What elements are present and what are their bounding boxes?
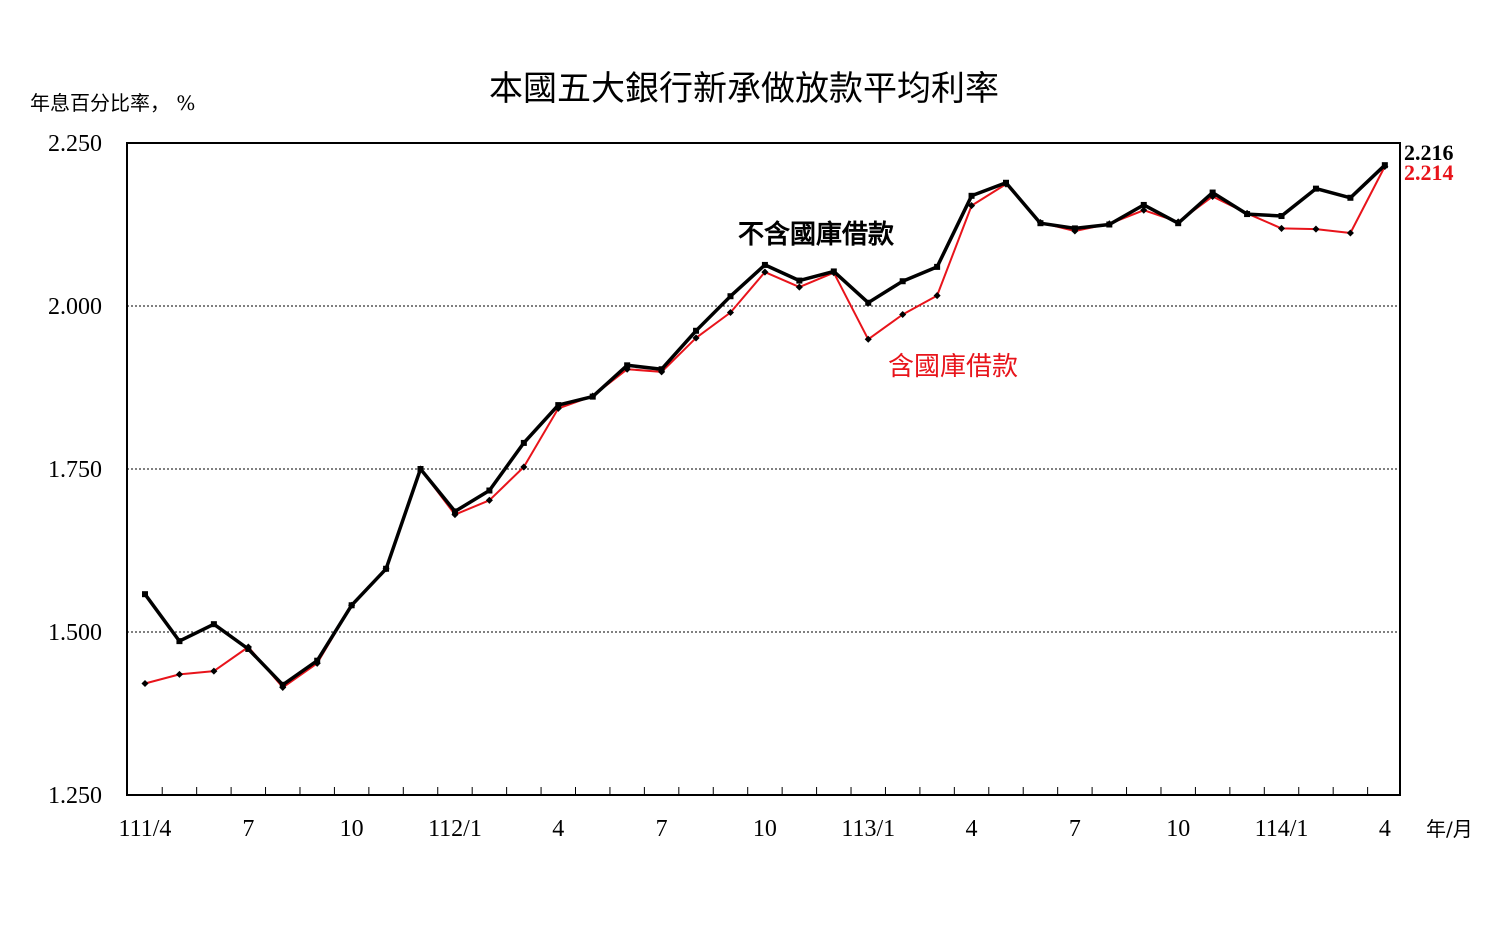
data-point: [1209, 189, 1216, 196]
end-value-including-treasury: 2.214: [1404, 160, 1454, 185]
data-point: [934, 263, 941, 270]
x-tick-label: 7: [242, 816, 254, 842]
data-point: [1140, 201, 1147, 208]
data-point: [693, 327, 700, 334]
data-point: [1071, 225, 1078, 232]
data-point: [795, 283, 803, 291]
x-tick-label: 10: [1166, 816, 1190, 842]
series-label-including-treasury: 含國庫借款: [888, 352, 1018, 382]
x-tick-label: 111/4: [119, 816, 172, 842]
data-point: [933, 292, 941, 300]
data-point: [520, 463, 528, 471]
data-point: [555, 402, 562, 409]
data-point: [1381, 162, 1388, 169]
data-point: [761, 261, 768, 268]
data-point: [417, 466, 424, 472]
chart-title: 本國五大銀行新承做放款平均利率: [489, 69, 999, 109]
data-point: [899, 278, 906, 285]
series-label-excluding-treasury: 不含國庫借款: [738, 219, 895, 250]
data-point: [726, 308, 735, 317]
data-point: [142, 591, 148, 598]
y-tick-label: 1.250: [48, 783, 102, 809]
data-point: [727, 293, 734, 300]
x-axis-label: 年/月: [1426, 817, 1473, 841]
data-point: [899, 310, 907, 319]
data-point: [624, 362, 631, 369]
data-point: [864, 335, 872, 343]
data-point: [451, 508, 458, 515]
y-axis-label: 年息百分比率， %: [30, 91, 195, 115]
data-point: [210, 621, 217, 628]
data-point: [141, 679, 149, 688]
data-point: [692, 334, 700, 342]
x-tick-label: 4: [966, 816, 978, 842]
data-point: [589, 393, 596, 400]
y-tick-label: 1.500: [48, 620, 102, 646]
data-point: [176, 638, 183, 645]
data-point: [761, 268, 769, 276]
data-point: [1278, 213, 1285, 220]
x-tick-label: 10: [753, 816, 777, 842]
series-group: [141, 162, 1389, 691]
data-point: [1347, 194, 1354, 201]
gridlines: [127, 305, 1400, 633]
data-point: [1312, 185, 1319, 192]
x-tick-label: 4: [552, 816, 564, 842]
data-point: [245, 645, 252, 652]
y-tick-labels: 2.250 2.000 1.750 1.500 1.250: [48, 131, 102, 809]
y-tick-label: 1.750: [48, 457, 102, 483]
data-point: [383, 565, 390, 572]
data-point: [486, 487, 493, 494]
data-point: [520, 439, 527, 446]
x-tick-label: 114/1: [1255, 816, 1309, 842]
x-tick-marks: [161, 787, 1369, 795]
data-point: [1003, 179, 1009, 186]
data-point: [796, 277, 803, 284]
x-tick-label: 7: [1069, 816, 1081, 842]
data-point: [348, 602, 355, 609]
x-tick-label: 7: [656, 816, 668, 842]
y-tick-label: 2.250: [48, 131, 102, 157]
x-tick-labels: 111/4 7 10 112/1 4 7 10 113/1 4 7 10 114/1 4: [119, 816, 1391, 842]
data-point: [968, 202, 976, 210]
x-tick-label: 10: [340, 816, 364, 842]
data-point: [1037, 220, 1044, 227]
data-point: [1312, 225, 1320, 233]
data-point: [1346, 229, 1354, 237]
data-point: [1106, 221, 1113, 228]
data-point: [314, 657, 321, 664]
x-tick-label: 113/1: [841, 816, 895, 842]
y-tick-label: 2.000: [48, 294, 102, 320]
data-point: [658, 366, 665, 373]
data-point: [1244, 211, 1251, 218]
data-point: [1175, 220, 1182, 227]
data-point: [279, 681, 286, 688]
data-point: [1277, 224, 1286, 232]
x-tick-label: 112/1: [428, 816, 482, 842]
data-point: [830, 268, 837, 275]
data-point: [485, 496, 493, 504]
data-point: [175, 670, 183, 678]
series-excluding-treasury: [142, 162, 1388, 688]
x-tick-label: 4: [1379, 816, 1391, 842]
data-point: [865, 299, 872, 306]
data-point: [968, 192, 975, 199]
end-value-excluding-treasury: 2.216: [1404, 140, 1454, 165]
data-point: [210, 667, 218, 675]
